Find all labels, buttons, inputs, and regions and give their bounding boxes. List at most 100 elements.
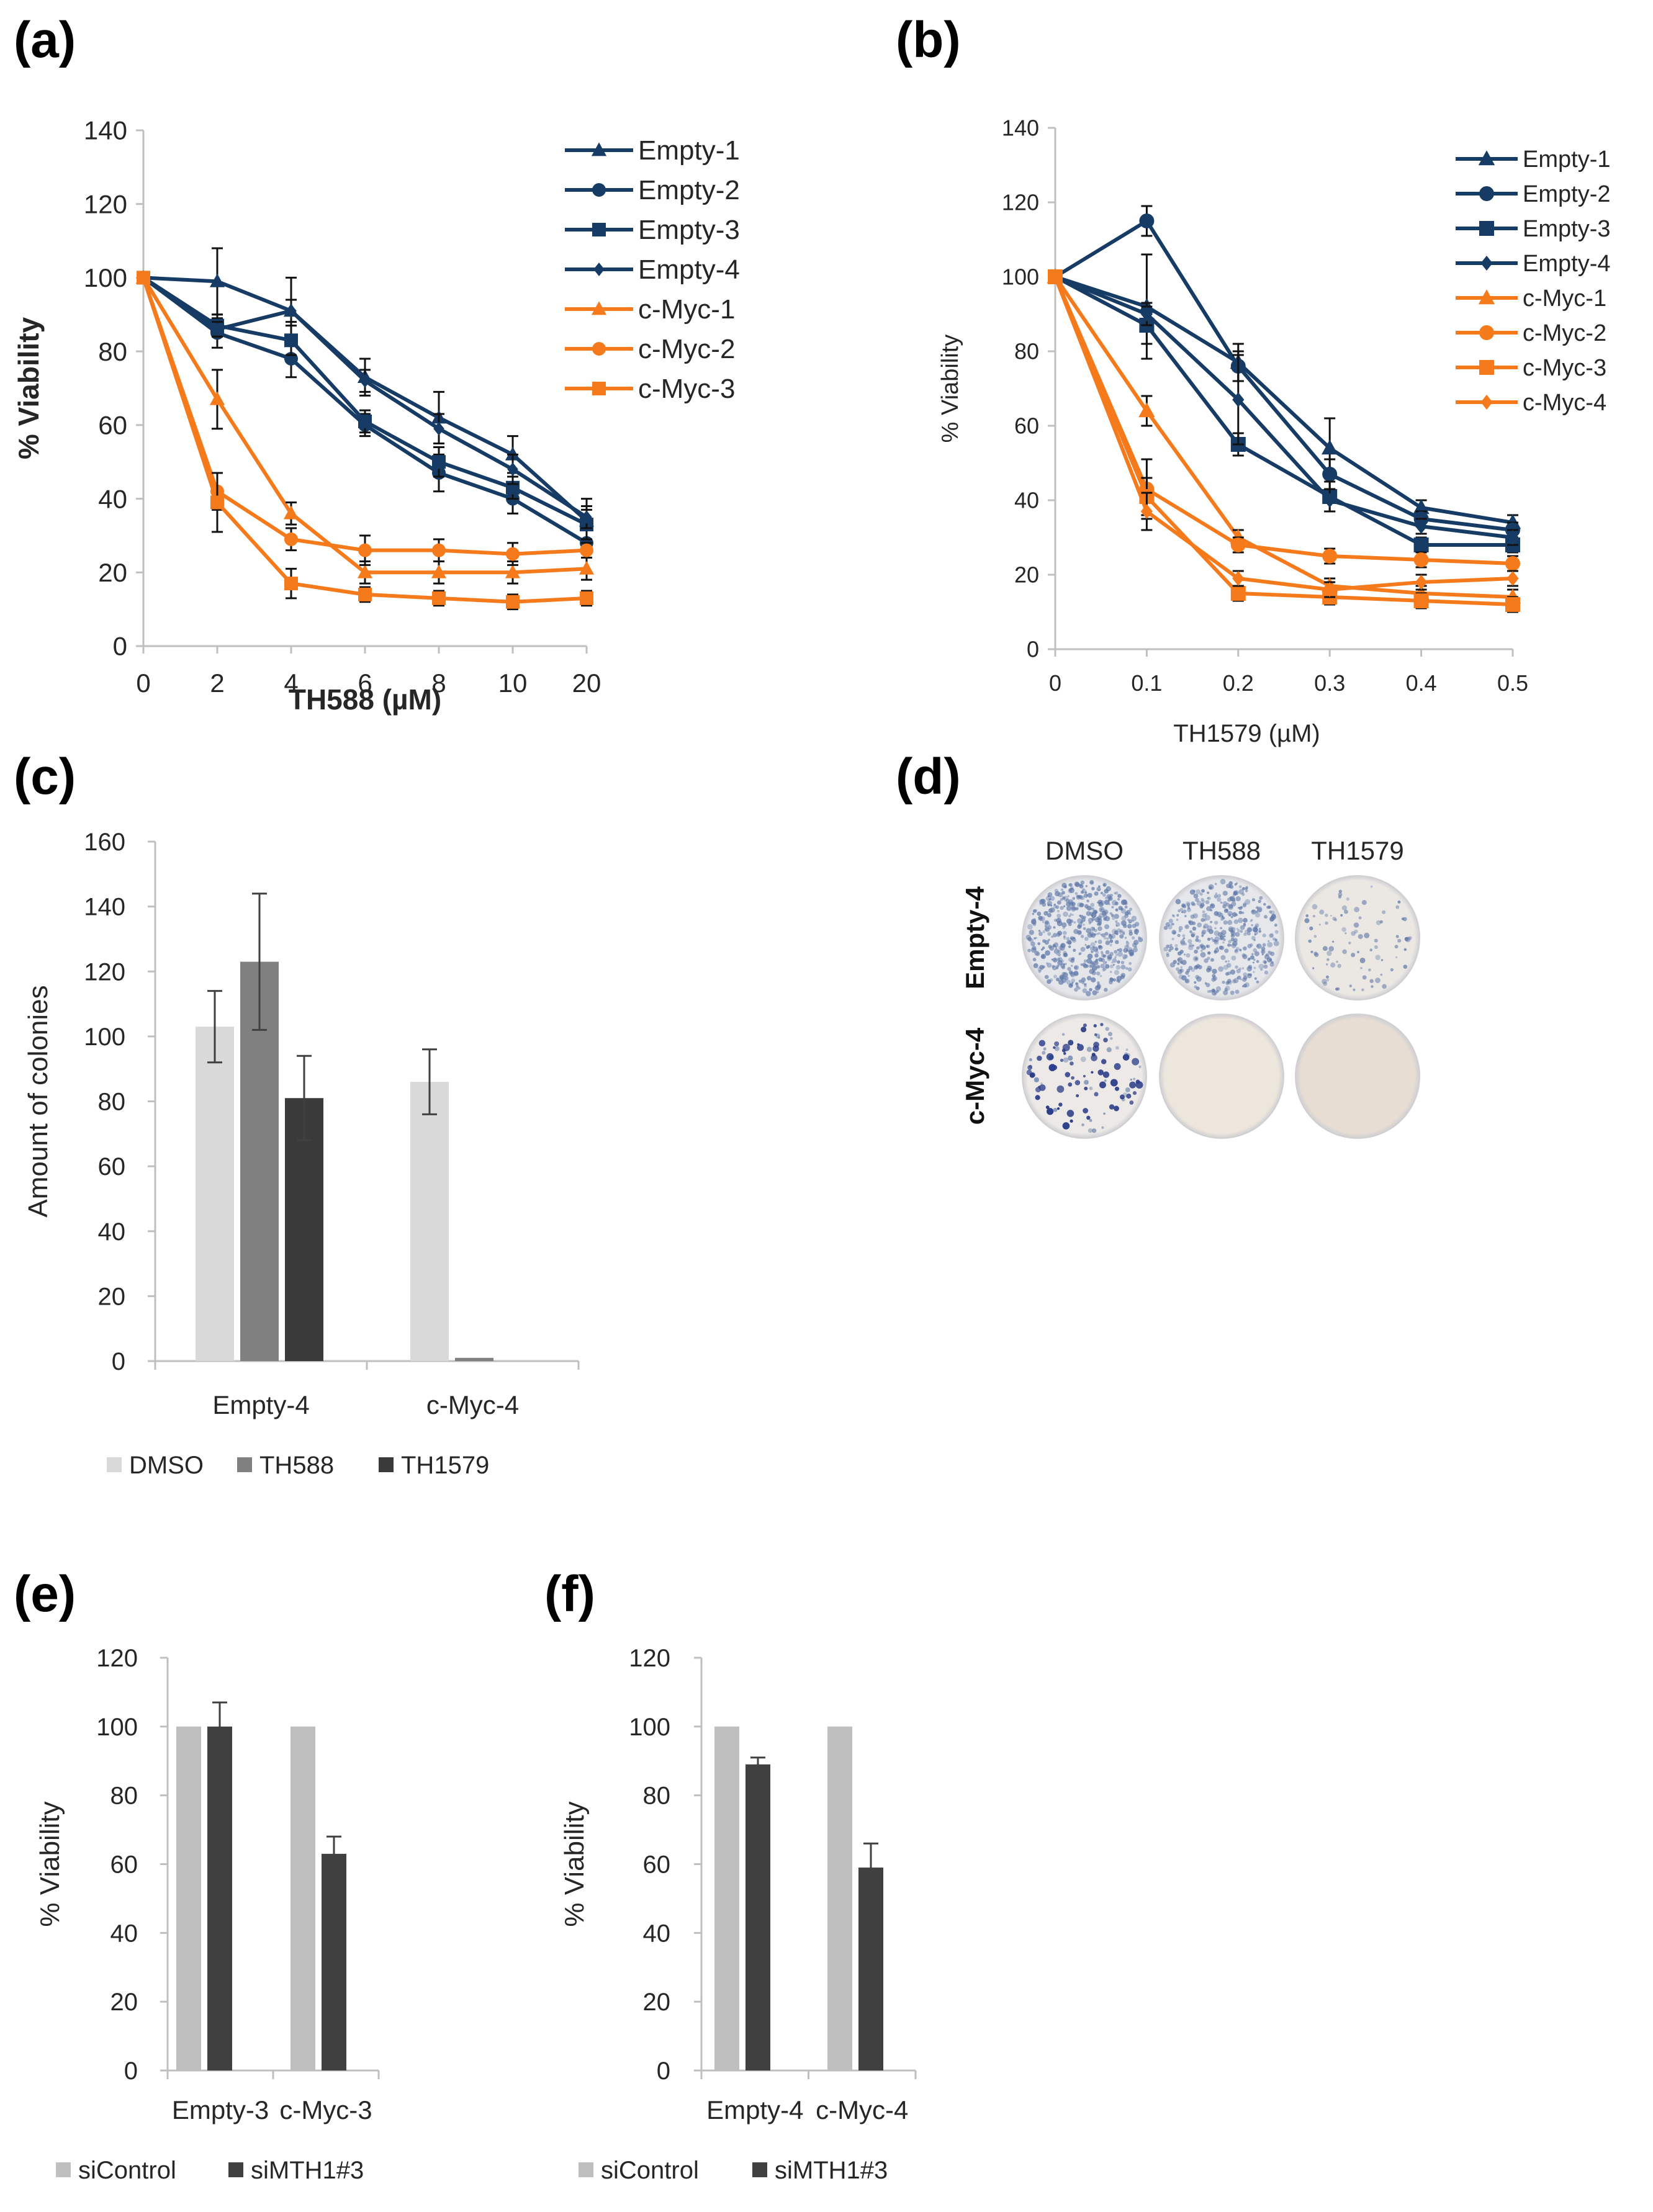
colony-speck <box>1394 945 1399 949</box>
colony-speck <box>1186 902 1191 907</box>
colony-speck <box>1178 929 1182 933</box>
colony <box>1074 1080 1081 1086</box>
data-point <box>286 303 297 318</box>
colony-speck <box>1309 926 1313 931</box>
colony-speck <box>1205 915 1210 921</box>
colony-speck <box>1325 921 1328 925</box>
bar-TH588 <box>455 1357 493 1361</box>
colony-speck <box>1095 910 1097 913</box>
colony-speck <box>1056 920 1063 927</box>
colony-speck <box>1080 935 1084 938</box>
colony-speck <box>1097 1036 1101 1039</box>
colony-speck <box>1214 910 1219 916</box>
series-Empty-1 <box>135 247 595 544</box>
colony-speck <box>1206 928 1210 932</box>
y-tick-label: 80 <box>110 1783 138 1810</box>
colony-speck <box>1071 957 1075 961</box>
x-tick-label: 10 <box>498 668 528 698</box>
colony-speck <box>1207 891 1210 894</box>
legend-label: TH1579 <box>401 1452 489 1479</box>
colony-speck <box>1174 944 1178 948</box>
panel-label-e: (e) <box>14 1566 76 1622</box>
legend-label: Empty-1 <box>1523 146 1610 173</box>
colony-speck <box>1087 892 1092 898</box>
colony-speck <box>1215 892 1218 895</box>
colony-speck <box>1096 971 1101 976</box>
plate-row-label: c-Myc-4 <box>960 1027 989 1125</box>
colony-speck <box>1075 982 1078 985</box>
y-tick-label: 60 <box>1014 413 1039 439</box>
colony-speck <box>1060 888 1064 891</box>
colony-speck <box>1397 900 1401 904</box>
legend-marker <box>1480 395 1493 410</box>
colony-speck <box>1127 924 1132 929</box>
legend-swatch <box>237 1457 252 1472</box>
plate-row-label: Empty-4 <box>960 886 989 989</box>
colony-speck <box>1318 924 1321 926</box>
colony-speck <box>1073 948 1076 952</box>
colony <box>1045 1105 1050 1109</box>
colony-speck <box>1047 892 1053 897</box>
colony-speck <box>1038 969 1042 973</box>
data-point <box>580 543 593 557</box>
colony-speck <box>1229 884 1232 886</box>
colony-speck <box>1222 891 1228 896</box>
colony-speck <box>1091 886 1095 891</box>
colony <box>1132 1091 1137 1095</box>
colony-speck <box>1055 891 1060 897</box>
colony-speck <box>1057 950 1061 954</box>
colony-speck <box>1201 934 1204 937</box>
colony-speck <box>1053 903 1056 906</box>
colony-speck <box>1075 907 1079 910</box>
colony-speck <box>1186 901 1191 906</box>
colony-speck <box>1128 949 1134 955</box>
colony-speck <box>1236 976 1239 979</box>
colony-speck <box>1222 904 1226 909</box>
colony-speck <box>1066 937 1070 941</box>
y-tick-label: 40 <box>643 1920 671 1947</box>
colony-speck <box>1183 953 1186 956</box>
colony-speck <box>1253 958 1256 961</box>
colony-speck <box>1240 930 1243 933</box>
colony-speck <box>1080 915 1084 919</box>
colony-speck <box>1128 932 1133 936</box>
plate-well <box>1295 1014 1420 1139</box>
colony-speck <box>1197 922 1202 928</box>
data-point <box>359 374 371 388</box>
colony-speck <box>1376 920 1381 925</box>
bar-DMSO <box>196 1027 234 1361</box>
y-tick-label: 20 <box>643 1989 671 2016</box>
colony-speck <box>1121 915 1127 922</box>
colony-speck <box>1084 891 1088 894</box>
legend-marker <box>1479 221 1494 236</box>
colony-speck <box>1210 958 1214 962</box>
colony-speck <box>1091 1128 1097 1133</box>
colony-speck <box>1395 905 1400 909</box>
colony-speck <box>1351 931 1356 936</box>
colony-speck <box>1235 949 1238 953</box>
colony-speck <box>1072 914 1074 916</box>
colony <box>1097 1069 1104 1076</box>
colony-speck <box>1256 960 1259 963</box>
colony-speck <box>1130 1078 1132 1081</box>
colony-speck <box>1271 961 1274 964</box>
plate-well <box>1022 1014 1147 1139</box>
colony-speck <box>1089 879 1094 885</box>
colony <box>1129 1100 1134 1105</box>
colony-speck <box>1088 1128 1093 1133</box>
colony-speck <box>1063 1057 1069 1063</box>
colony-speck <box>1103 954 1107 958</box>
colony-speck <box>1239 948 1242 951</box>
colony-speck <box>1083 983 1086 986</box>
colony-speck <box>1051 958 1053 961</box>
legend-swatch <box>107 1457 122 1472</box>
colony-speck <box>1102 893 1106 897</box>
colony-speck <box>1305 914 1309 917</box>
legend-label: Empty-2 <box>1523 181 1610 207</box>
data-point <box>1138 402 1155 418</box>
legend-label: c-Myc-3 <box>1523 355 1606 381</box>
colony-speck <box>1055 905 1060 909</box>
colony-speck <box>1254 933 1256 936</box>
colony-speck <box>1122 930 1125 933</box>
colony-speck <box>1341 905 1348 910</box>
